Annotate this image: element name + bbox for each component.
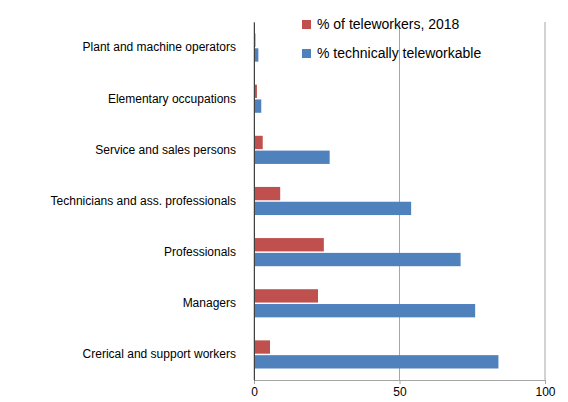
bar [254, 202, 411, 215]
axis-line [255, 381, 546, 385]
tick-label: Technicians and ass. professionals [51, 194, 236, 208]
tick-label: Service and sales persons [95, 143, 236, 157]
tick-mark [400, 380, 401, 384]
bar [254, 136, 263, 149]
tick-label: Professionals [164, 245, 236, 259]
bar [254, 253, 461, 266]
bar [254, 238, 324, 251]
tick: Plant and machine operators [83, 40, 254, 54]
legend-label: % of teleworkers, 2018 [317, 16, 460, 32]
axis-line [254, 23, 255, 381]
grid-line [399, 22, 400, 380]
grid [254, 22, 545, 380]
bar-series [254, 48, 498, 368]
tick: 100 [535, 380, 555, 399]
bar [254, 355, 498, 368]
tick-label: 50 [393, 385, 407, 399]
tick: 50 [393, 380, 407, 399]
legend-swatch [302, 49, 311, 58]
tick: Service and sales persons [95, 143, 254, 157]
y-axis: Plant and machine operators Elementary oc… [51, 23, 255, 381]
tick-label: Elementary occupations [108, 92, 236, 106]
tick-label: Crerical and support workers [83, 347, 236, 361]
tick-label: 0 [251, 385, 258, 399]
tick-label: Plant and machine operators [83, 40, 236, 54]
tick-label: 100 [535, 385, 555, 399]
x-axis: 0 50 100 [251, 380, 556, 399]
grid-line [545, 22, 546, 380]
tick: Managers [183, 296, 254, 310]
tick: Technicians and ass. professionals [51, 194, 254, 208]
grid-line [254, 22, 255, 380]
bar [254, 187, 280, 200]
bar [254, 304, 475, 317]
legend-label: % technically teleworkable [317, 45, 481, 61]
bars [254, 34, 498, 369]
tick: Professionals [164, 245, 254, 259]
tick-mark [254, 380, 255, 384]
legend-item: % technically teleworkable [302, 45, 481, 61]
legend: % of teleworkers, 2018 % technically tele… [302, 16, 481, 61]
bar [254, 99, 261, 112]
legend-item: % of teleworkers, 2018 [302, 16, 460, 32]
legend-swatch [302, 20, 311, 29]
tick: 0 [251, 380, 258, 399]
tick-mark [545, 380, 546, 384]
bar [254, 340, 270, 353]
bar [254, 289, 318, 302]
tick-label: Managers [183, 296, 236, 310]
tick: Crerical and support workers [83, 347, 254, 361]
tick: Elementary occupations [108, 92, 254, 106]
bar [254, 151, 330, 164]
chart: 0 50 100 Plant and machine operators Element… [0, 0, 568, 402]
